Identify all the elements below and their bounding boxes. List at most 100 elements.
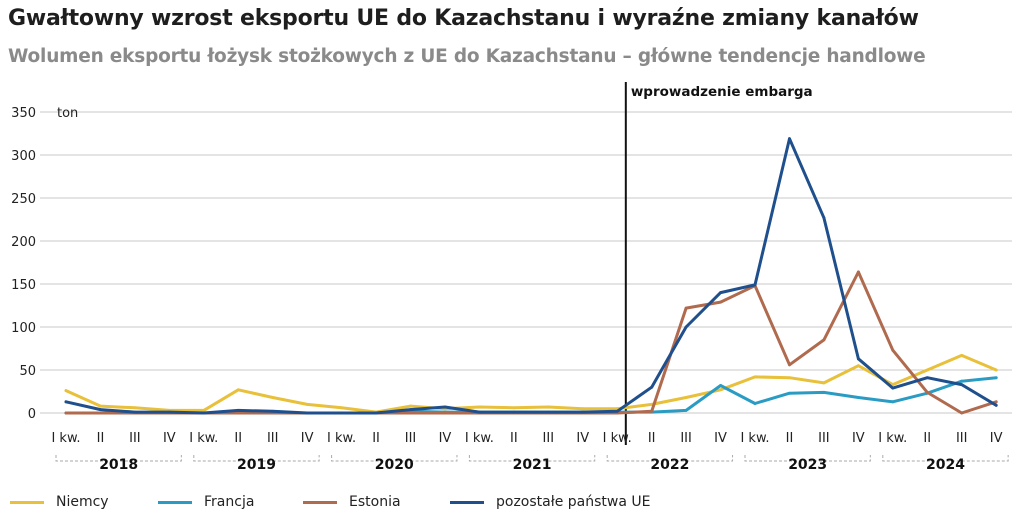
data-point-3-17	[650, 385, 654, 389]
data-point-0-1	[99, 404, 102, 408]
x-tick-label: II	[648, 431, 656, 446]
x-tick-label: IV	[439, 431, 452, 446]
data-point-3-10	[409, 408, 412, 411]
year-label: 2020	[375, 457, 414, 473]
data-point-0-12	[478, 405, 481, 409]
data-point-3-21	[788, 137, 791, 141]
data-point-1-27	[994, 376, 998, 380]
data-point-0-26	[960, 353, 964, 357]
data-point-2-22	[822, 338, 826, 342]
data-point-3-8	[340, 411, 343, 415]
data-point-0-24	[891, 383, 895, 387]
data-point-1-24	[891, 400, 895, 404]
x-tick-label: II	[786, 431, 794, 446]
data-point-1-26	[960, 379, 964, 383]
data-point-0-14	[546, 405, 550, 409]
x-tick-label: II	[372, 431, 380, 446]
x-tick-label: I kw.	[603, 431, 632, 446]
series-line-3	[64, 137, 998, 415]
legend-item-niemcy: Niemcy	[10, 490, 109, 514]
x-tick-label: III	[680, 431, 692, 446]
x-tick-label: III	[818, 431, 830, 446]
data-point-0-0	[64, 389, 68, 393]
legend-item-estonia: Estonia	[303, 490, 401, 514]
x-tick-label: I kw.	[878, 431, 907, 446]
y-tick-label: 100	[11, 321, 36, 336]
data-point-3-25	[925, 376, 929, 380]
x-tick-label: III	[405, 431, 417, 446]
data-point-0-6	[271, 396, 275, 399]
data-point-0-27	[994, 368, 998, 372]
data-point-0-7	[305, 403, 309, 406]
data-point-0-15	[581, 407, 585, 411]
data-point-1-21	[788, 391, 791, 395]
data-point-0-19	[719, 388, 722, 392]
year-label: 2019	[237, 457, 276, 473]
data-point-3-22	[822, 216, 826, 220]
data-point-3-15	[581, 410, 585, 414]
legend-label-niemcy: Niemcy	[56, 494, 109, 510]
y-tick-label: 0	[28, 407, 36, 422]
data-point-1-23	[856, 396, 860, 399]
x-tick-label: III	[543, 431, 555, 446]
data-point-3-9	[374, 411, 378, 415]
data-point-3-23	[856, 357, 860, 361]
data-point-2-21	[788, 363, 791, 367]
year-label: 2023	[788, 457, 827, 473]
legend-label-francja: Francja	[204, 494, 255, 510]
x-tick-label: III	[267, 431, 279, 446]
y-tick-label: 50	[19, 364, 36, 379]
x-tick-label: IV	[576, 431, 589, 446]
data-point-0-20	[753, 375, 757, 379]
data-point-2-11	[443, 411, 447, 415]
data-point-2-26	[960, 411, 964, 415]
data-point-2-18	[684, 306, 688, 310]
year-label: 2024	[926, 457, 965, 473]
data-point-2-1	[99, 411, 102, 415]
data-point-3-24	[891, 386, 895, 390]
data-point-1-18	[684, 409, 688, 412]
legend-label-estonia: Estonia	[349, 494, 401, 510]
data-point-0-10	[409, 404, 412, 408]
data-point-0-18	[684, 396, 688, 399]
y-tick-label: 250	[11, 192, 36, 207]
x-tick-label: II	[234, 431, 242, 446]
series-line-0	[64, 353, 998, 414]
chart-subtitle: Wolumen eksportu łożysk stożkowych z UE …	[8, 46, 926, 67]
y-tick-label: 300	[11, 149, 36, 164]
data-point-3-19	[719, 291, 722, 294]
data-point-3-3	[167, 410, 171, 414]
data-point-2-24	[891, 348, 895, 352]
x-tick-label: I kw.	[465, 431, 494, 446]
data-point-1-19	[719, 384, 722, 387]
year-label: 2021	[513, 457, 552, 473]
data-point-0-25	[925, 368, 929, 372]
data-point-3-26	[960, 383, 964, 387]
x-tick-label: IV	[990, 431, 1003, 446]
data-point-3-14	[546, 410, 550, 414]
year-bracket	[606, 455, 734, 462]
data-point-3-13	[512, 410, 516, 414]
data-point-3-0	[64, 400, 68, 404]
year-bracket	[55, 455, 182, 462]
data-point-3-11	[443, 405, 447, 409]
year-bracket	[882, 455, 1009, 462]
data-point-3-12	[478, 410, 481, 414]
x-tick-label: I kw.	[327, 431, 356, 446]
y-tick-label: 350	[11, 106, 36, 121]
data-point-0-5	[236, 388, 240, 392]
data-point-2-27	[994, 400, 998, 404]
data-point-2-10	[409, 411, 412, 415]
data-point-3-18	[684, 325, 688, 329]
legend: Niemcy Francja Estonia pozostałe państwa…	[0, 490, 1024, 518]
data-point-0-22	[822, 381, 826, 385]
x-tick-label: IV	[852, 431, 865, 446]
legend-swatch-pozostale	[450, 500, 484, 504]
x-tick-label: II	[97, 431, 105, 446]
data-point-3-20	[753, 283, 757, 287]
embargo-annotation: wprowadzenie embarga	[631, 84, 813, 100]
x-tick-label: I kw.	[740, 431, 769, 446]
legend-item-francja: Francja	[158, 490, 254, 514]
year-label: 2022	[650, 457, 689, 473]
